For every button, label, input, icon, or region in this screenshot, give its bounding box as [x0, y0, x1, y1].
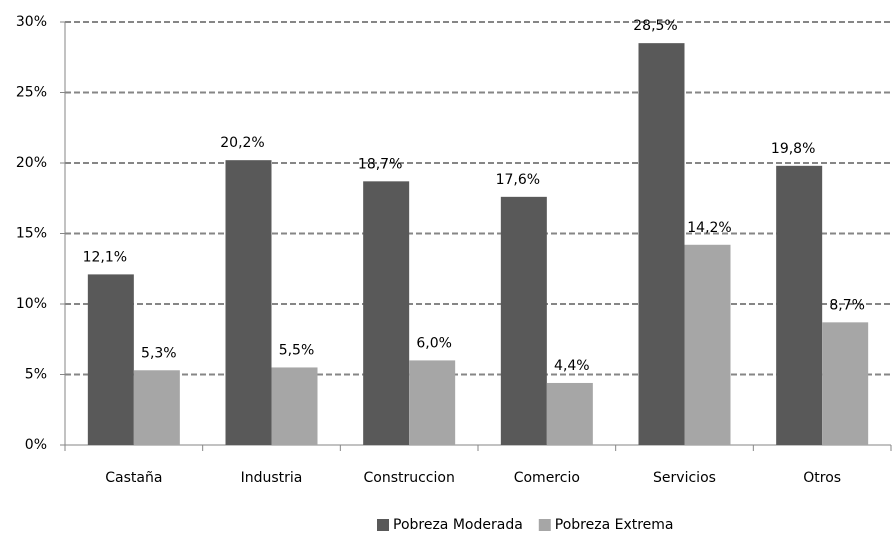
y-tick-label: 0% [25, 437, 47, 453]
value-label: 5,5% [279, 342, 315, 358]
y-tick-label: 15% [16, 226, 47, 242]
legend-label: Pobreza Extrema [555, 517, 674, 533]
bar [776, 165, 823, 445]
value-label: 17,6% [496, 172, 540, 188]
y-tick-label: 5% [25, 367, 47, 383]
x-tick-label: Otros [803, 470, 841, 486]
value-label: 28,5% [633, 18, 677, 34]
value-label: 18,7% [358, 156, 402, 172]
legend-label: Pobreza Moderada [393, 517, 523, 533]
x-tick-label: Construccion [363, 470, 454, 486]
bar [225, 160, 272, 445]
bar [87, 274, 134, 445]
bar [822, 322, 869, 445]
y-tick-label: 10% [16, 296, 47, 312]
legend-swatch [377, 519, 389, 531]
value-label: 5,3% [141, 345, 177, 361]
y-tick-label: 25% [16, 85, 47, 101]
bar [133, 370, 180, 445]
bar [409, 360, 456, 445]
value-label: 20,2% [220, 135, 264, 151]
bar [638, 43, 685, 446]
value-label: 12,1% [83, 249, 127, 265]
bar [684, 244, 731, 445]
value-label: 19,8% [771, 141, 815, 157]
bar [546, 382, 593, 445]
value-label: 14,2% [687, 220, 731, 236]
value-label: 4,4% [554, 358, 590, 374]
y-tick-label: 20% [16, 155, 47, 171]
value-label: 6,0% [416, 335, 452, 351]
x-tick-label: Comercio [514, 470, 580, 486]
x-tick-label: Servicios [653, 470, 716, 486]
value-label: 8,7% [829, 297, 865, 313]
legend-swatch [538, 519, 551, 531]
y-tick-label: 30% [16, 14, 47, 30]
x-tick-label: Castaña [105, 470, 162, 486]
x-tick-label: Industria [241, 470, 303, 486]
bar [500, 196, 547, 445]
bar [363, 181, 410, 445]
bar [271, 367, 318, 445]
